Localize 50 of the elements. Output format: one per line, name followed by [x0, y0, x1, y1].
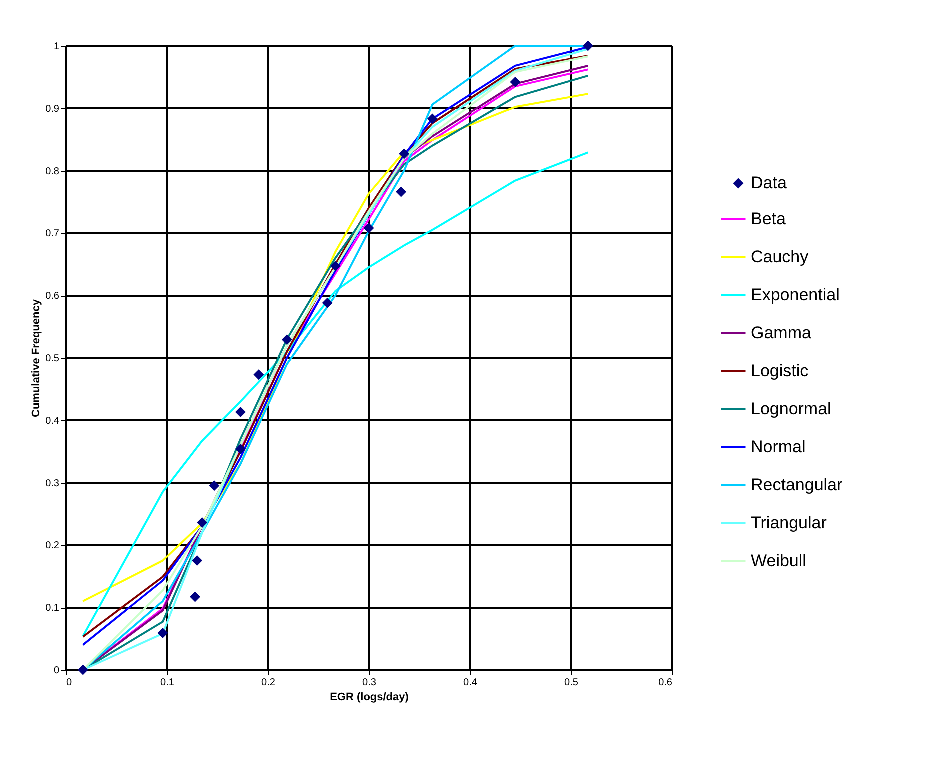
x-tick-label: 0.5	[564, 678, 579, 688]
point	[582, 40, 594, 52]
legend-label: Normal	[751, 438, 806, 456]
x-tick-label: 0.6	[658, 678, 673, 688]
y-tick-label: 0.5	[46, 354, 60, 364]
y-axis-title: Cumulative Frequency	[30, 298, 43, 418]
point	[396, 186, 407, 198]
point	[235, 407, 246, 418]
point	[78, 664, 88, 676]
legend-label: Data	[751, 174, 788, 192]
legend-label: Rectangular	[751, 476, 844, 494]
legend-label: Gamma	[751, 324, 812, 342]
y-tick-label: 0.6	[46, 291, 60, 302]
point	[158, 628, 168, 638]
point	[510, 76, 521, 88]
y-tick-label: 0.9	[46, 104, 60, 115]
y-tick-label: 0.8	[46, 166, 60, 178]
x-tick-label: 0.1	[160, 678, 175, 688]
x-tick-label: 0.4	[464, 678, 478, 688]
point	[427, 114, 438, 124]
legend-label: Cauchy	[751, 248, 810, 266]
legend-label: Triangular	[751, 514, 828, 532]
legend-label: Lognormal	[751, 400, 832, 418]
y-tick-label: 0.1	[46, 603, 60, 614]
y-tick-label: 0	[54, 666, 60, 676]
legend-label: Exponential	[751, 286, 840, 304]
y-tick-label: 1	[54, 42, 60, 52]
legend-label: Weibull	[751, 552, 806, 570]
point	[197, 517, 208, 528]
point	[192, 556, 203, 566]
point	[330, 261, 341, 272]
point	[282, 334, 292, 346]
point	[322, 298, 333, 308]
x-tick-label: 0	[66, 678, 72, 688]
legend-label: Logistic	[751, 362, 810, 380]
y-tick-label: 0.2	[46, 540, 60, 552]
y-tick-label: 0.7	[46, 228, 60, 240]
x-tick-label: 0.3	[362, 678, 377, 688]
point	[209, 480, 220, 492]
y-tick-label: 0.3	[46, 478, 60, 490]
legend-label: Beta	[751, 210, 787, 228]
point	[235, 444, 246, 454]
point	[364, 222, 374, 234]
point	[254, 370, 264, 380]
x-axis-title: EGR (logs/day)	[330, 692, 410, 704]
point	[190, 592, 201, 602]
y-tick-label: 0.4	[46, 416, 60, 427]
x-tick-label: 0.2	[262, 678, 276, 688]
point	[399, 148, 410, 160]
line-series	[82, 152, 590, 638]
